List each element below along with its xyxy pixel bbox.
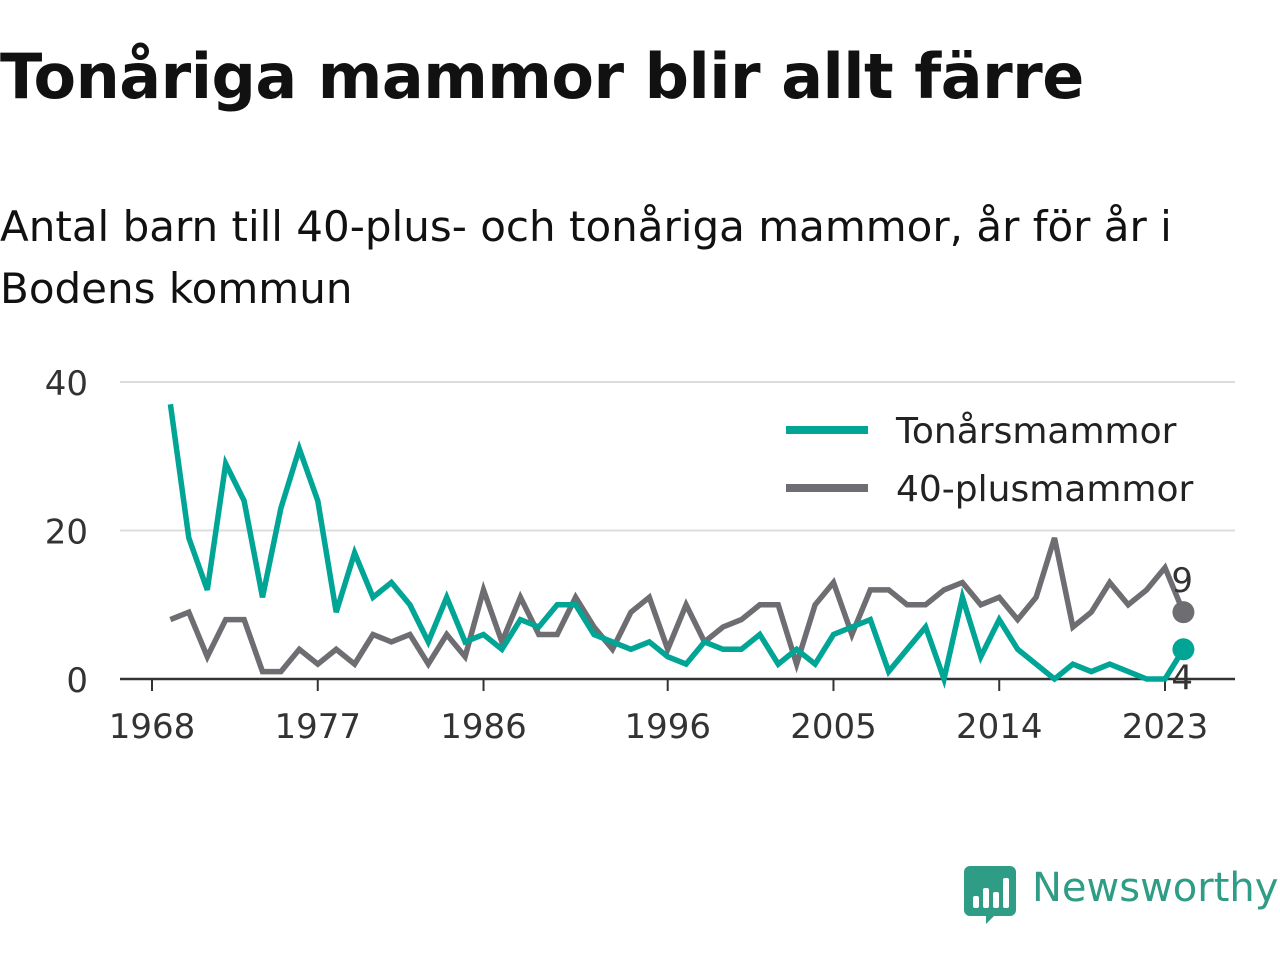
y-tick-label: 0 (66, 661, 88, 701)
newsworthy-logo: Newsworthy (964, 864, 1280, 928)
x-tick-label: 1968 (109, 707, 196, 747)
chart-subtitle: Antal barn till 40-plus- och tonåriga ma… (0, 202, 1172, 313)
x-tick-label: 1986 (440, 707, 527, 747)
legend-label: Tonårsmammor (895, 411, 1177, 452)
x-tick-label: 2005 (790, 707, 877, 747)
series-end-point (1172, 638, 1195, 661)
gridlines (120, 381, 1235, 532)
series-lines: 49 (167, 403, 1195, 698)
x-tick-label: 1977 (274, 707, 361, 747)
y-axis-tick-labels: 0 20 40 (45, 364, 88, 701)
y-tick-label: 20 (45, 513, 88, 553)
bar-chart-speech-bubble-icon (964, 866, 1016, 924)
series-end-label: 9 (1171, 561, 1193, 601)
x-axis: 1968 1977 1986 1996 2005 2014 2023 (109, 677, 1235, 747)
series-end-point (1172, 601, 1195, 624)
series-end-label: 4 (1171, 658, 1193, 698)
series-line (167, 403, 1186, 689)
legend-label: 40-plusmammor (896, 469, 1194, 510)
x-tick-label: 2014 (956, 707, 1043, 747)
chart-title: Tonåriga mammor blir allt färre (0, 40, 1084, 113)
x-tick-label: 1996 (624, 707, 711, 747)
y-tick-label: 40 (45, 364, 88, 404)
legend: Tonårsmammor 40-plusmammor (786, 411, 1194, 510)
x-tick-label: 2023 (1122, 707, 1209, 747)
brand-name: Newsworthy (1032, 865, 1279, 911)
series-line (169, 537, 1186, 675)
